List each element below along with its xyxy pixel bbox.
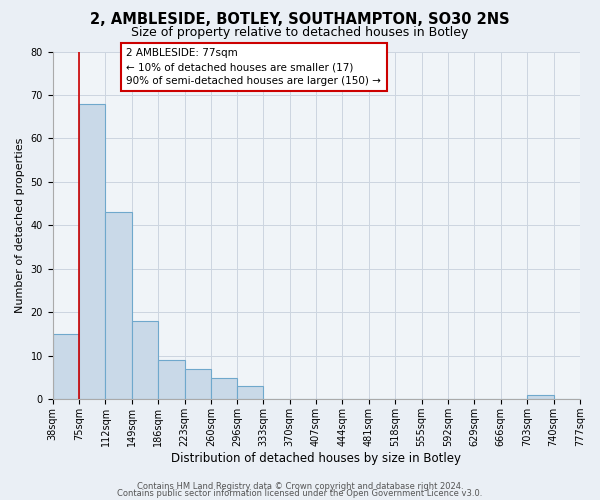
Bar	[527, 395, 554, 400]
Bar	[106, 212, 132, 400]
Bar	[132, 321, 158, 400]
Text: Contains public sector information licensed under the Open Government Licence v3: Contains public sector information licen…	[118, 490, 482, 498]
Bar	[53, 334, 79, 400]
Bar	[79, 104, 106, 400]
Text: Contains HM Land Registry data © Crown copyright and database right 2024.: Contains HM Land Registry data © Crown c…	[137, 482, 463, 491]
Bar	[211, 378, 238, 400]
Text: 2, AMBLESIDE, BOTLEY, SOUTHAMPTON, SO30 2NS: 2, AMBLESIDE, BOTLEY, SOUTHAMPTON, SO30 …	[90, 12, 510, 28]
Bar	[185, 369, 211, 400]
Text: Size of property relative to detached houses in Botley: Size of property relative to detached ho…	[131, 26, 469, 39]
Bar	[237, 386, 263, 400]
Bar	[158, 360, 185, 400]
Text: 2 AMBLESIDE: 77sqm
← 10% of detached houses are smaller (17)
90% of semi-detache: 2 AMBLESIDE: 77sqm ← 10% of detached hou…	[127, 48, 382, 86]
Y-axis label: Number of detached properties: Number of detached properties	[15, 138, 25, 313]
X-axis label: Distribution of detached houses by size in Botley: Distribution of detached houses by size …	[172, 452, 461, 465]
